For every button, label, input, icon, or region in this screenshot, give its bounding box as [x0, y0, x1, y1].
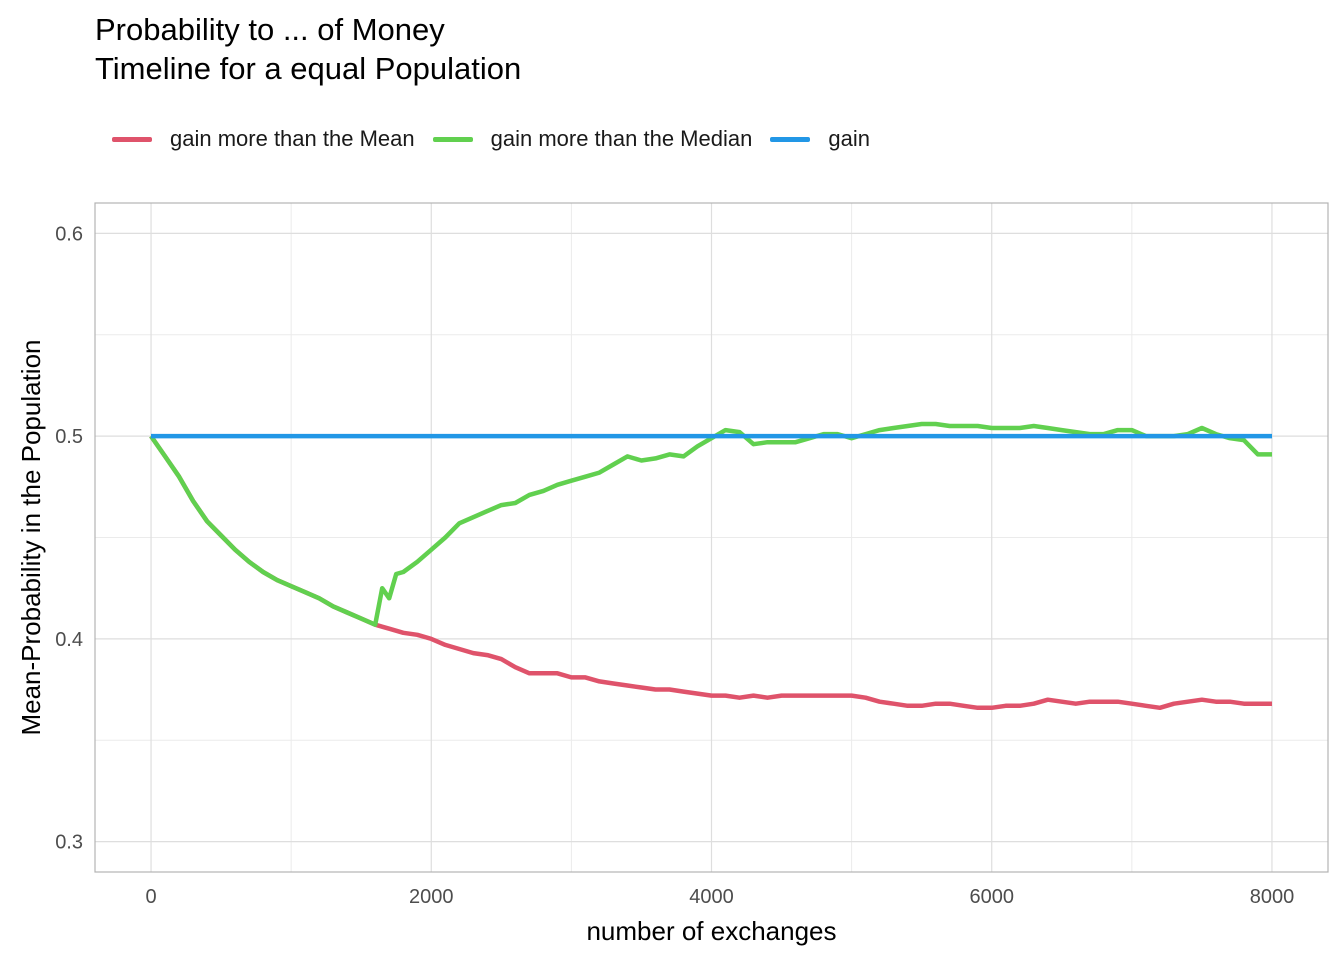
chart-title: Probability to ... of Money Timeline for…: [95, 10, 521, 88]
x-axis-ticks: 0 2000 4000 6000 8000: [145, 886, 1294, 908]
title-line-1: Probability to ... of Money: [95, 12, 445, 47]
legend-item-median: gain more than the Median: [432, 126, 753, 152]
legend-label-gain: gain: [828, 126, 870, 151]
legend: gain more than the Mean gain more than t…: [112, 124, 888, 154]
y-axis-title: Mean-Probability in the Population: [16, 339, 46, 735]
y-tick-label: 0.6: [55, 223, 83, 245]
title-line-2: Timeline for a equal Population: [95, 51, 522, 86]
y-tick-label: 0.5: [55, 426, 83, 448]
x-tick-label: 8000: [1250, 886, 1295, 908]
panel-border: [94, 202, 1329, 873]
legend-item-mean: gain more than the Mean: [112, 126, 415, 152]
legend-item-gain: gain: [770, 126, 870, 152]
x-tick-label: 2000: [409, 886, 454, 908]
x-axis-title: number of exchanges: [586, 916, 836, 946]
x-tick-label: 4000: [689, 886, 734, 908]
x-tick-label: 6000: [969, 886, 1014, 908]
series-line-median: [149, 421, 1272, 627]
y-tick-label: 0.3: [55, 832, 83, 854]
legend-label-median: gain more than the Median: [490, 126, 753, 151]
y-tick-label: 0.4: [55, 629, 83, 651]
x-tick-label: 0: [145, 886, 156, 908]
legend-swatch-median: [432, 136, 473, 142]
y-axis-ticks: 0.3 0.4 0.5 0.6: [55, 223, 83, 853]
legend-swatch-gain: [770, 136, 811, 142]
legend-swatch-mean: [112, 136, 152, 142]
legend-label-mean: gain more than the Mean: [170, 126, 415, 151]
series-layer: [149, 421, 1272, 711]
